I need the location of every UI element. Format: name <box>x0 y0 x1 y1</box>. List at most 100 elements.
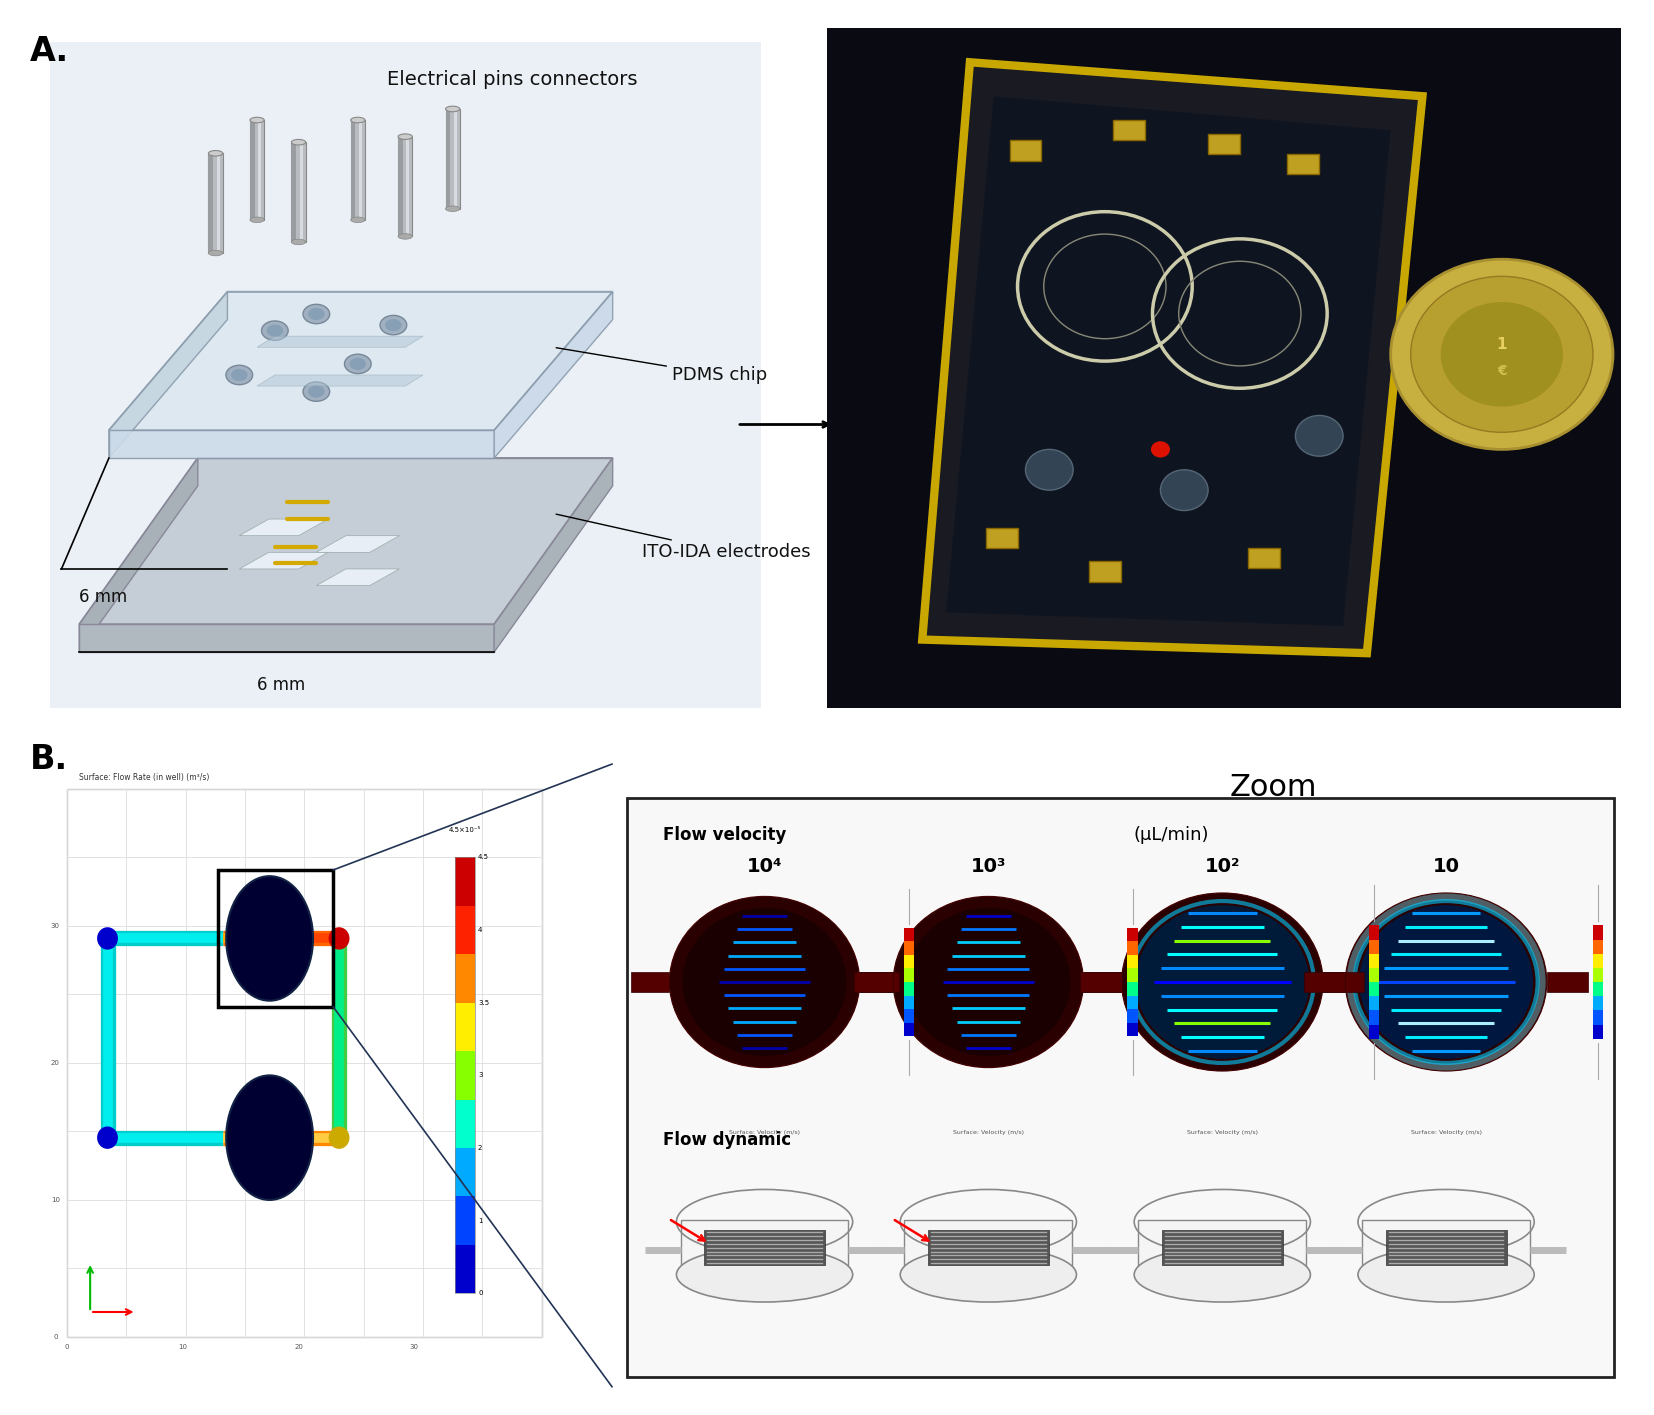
Bar <box>1593 1024 1603 1039</box>
Ellipse shape <box>385 318 402 331</box>
Bar <box>1088 562 1121 582</box>
Polygon shape <box>240 519 327 536</box>
Polygon shape <box>79 624 495 652</box>
Ellipse shape <box>250 216 265 222</box>
Text: 10³: 10³ <box>971 857 1006 876</box>
Text: 1: 1 <box>478 1218 483 1224</box>
Bar <box>445 109 450 209</box>
Bar <box>1138 1220 1307 1275</box>
Bar <box>1593 1010 1603 1024</box>
Ellipse shape <box>1121 893 1323 1071</box>
Bar <box>291 143 296 242</box>
Bar <box>1128 928 1138 941</box>
Ellipse shape <box>291 140 306 144</box>
Bar <box>455 857 475 1293</box>
Bar <box>407 137 410 236</box>
Ellipse shape <box>227 1075 313 1200</box>
Bar <box>1370 996 1379 1010</box>
Text: Flow velocity: Flow velocity <box>663 826 786 845</box>
Bar <box>359 120 362 219</box>
Ellipse shape <box>683 908 847 1056</box>
Ellipse shape <box>308 385 324 398</box>
Bar <box>399 137 412 236</box>
Polygon shape <box>240 552 327 569</box>
Bar <box>1009 140 1042 161</box>
Ellipse shape <box>208 150 223 156</box>
Bar <box>455 857 475 906</box>
Bar <box>66 790 541 1337</box>
Bar <box>1128 955 1138 968</box>
Bar <box>1363 1220 1530 1275</box>
Ellipse shape <box>208 250 223 256</box>
Polygon shape <box>79 458 198 652</box>
Text: Surface: Velocity (m/s): Surface: Velocity (m/s) <box>953 1129 1024 1135</box>
Text: 10: 10 <box>51 1197 60 1203</box>
Ellipse shape <box>900 1247 1077 1302</box>
Text: 30: 30 <box>410 1344 418 1350</box>
Bar <box>455 1197 475 1245</box>
Ellipse shape <box>670 897 860 1067</box>
Text: Surface: Velocity (m/s): Surface: Velocity (m/s) <box>1188 1129 1257 1135</box>
Bar <box>928 1230 1049 1265</box>
Bar <box>455 1245 475 1293</box>
Bar <box>1128 1023 1138 1036</box>
Bar <box>1593 968 1603 982</box>
Bar <box>291 143 306 242</box>
Ellipse shape <box>291 239 306 245</box>
Bar <box>1128 1009 1138 1023</box>
Text: B.: B. <box>30 743 68 775</box>
Text: 2: 2 <box>478 1145 483 1150</box>
Bar <box>299 143 303 242</box>
Bar <box>250 120 265 219</box>
Circle shape <box>1441 301 1563 406</box>
Text: 3: 3 <box>478 1073 483 1078</box>
Bar <box>1370 1024 1379 1039</box>
Ellipse shape <box>1135 1247 1310 1302</box>
Bar <box>1593 940 1603 954</box>
Text: 4.5×10⁻⁵: 4.5×10⁻⁵ <box>450 826 481 832</box>
Ellipse shape <box>227 365 253 385</box>
Text: 6 mm: 6 mm <box>256 676 306 695</box>
Ellipse shape <box>399 134 412 140</box>
Text: 10²: 10² <box>1204 857 1240 876</box>
Ellipse shape <box>906 908 1070 1056</box>
Bar <box>351 120 366 219</box>
Bar <box>1370 925 1379 940</box>
Ellipse shape <box>380 316 407 335</box>
Text: 20: 20 <box>51 1060 60 1065</box>
Bar <box>208 153 213 253</box>
Circle shape <box>1295 416 1343 456</box>
Text: 0: 0 <box>65 1344 69 1350</box>
Ellipse shape <box>1345 893 1546 1071</box>
Bar <box>455 954 475 1003</box>
Bar <box>1593 996 1603 1010</box>
Ellipse shape <box>1360 906 1533 1058</box>
Bar <box>1128 982 1138 996</box>
Ellipse shape <box>250 117 265 123</box>
Text: 20: 20 <box>294 1344 303 1350</box>
Circle shape <box>1411 276 1593 433</box>
Bar <box>855 972 893 992</box>
Ellipse shape <box>893 897 1083 1067</box>
Bar <box>218 870 334 1007</box>
Bar <box>258 120 261 219</box>
Ellipse shape <box>349 358 366 369</box>
Circle shape <box>1391 259 1613 450</box>
Ellipse shape <box>308 308 324 320</box>
Ellipse shape <box>1358 1247 1535 1302</box>
Polygon shape <box>946 96 1391 625</box>
Bar <box>455 906 475 954</box>
Polygon shape <box>316 536 399 552</box>
Bar <box>1080 972 1121 992</box>
Polygon shape <box>923 62 1422 654</box>
Bar <box>903 955 915 968</box>
Text: 4: 4 <box>478 927 483 932</box>
Bar <box>351 120 356 219</box>
Bar <box>455 1003 475 1051</box>
Bar <box>1287 154 1320 174</box>
Bar <box>903 1009 915 1023</box>
Bar <box>681 1220 849 1275</box>
Circle shape <box>98 927 117 949</box>
Bar <box>1128 941 1138 955</box>
Ellipse shape <box>261 321 288 341</box>
